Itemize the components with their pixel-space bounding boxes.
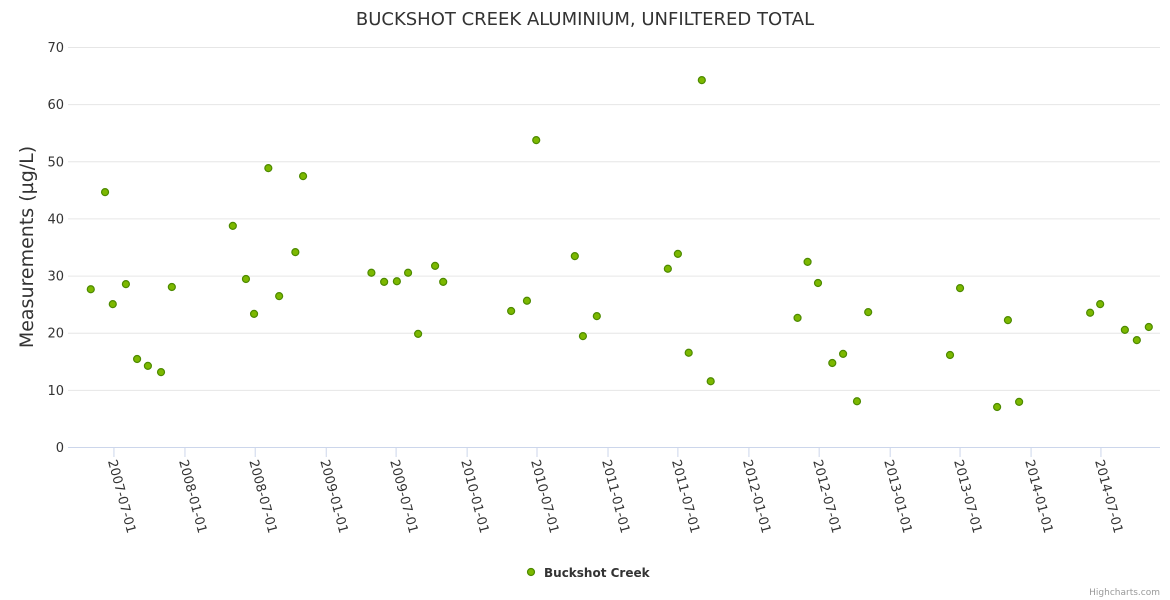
data-point[interactable] bbox=[1086, 308, 1095, 317]
data-point[interactable] bbox=[298, 172, 308, 181]
data-point[interactable] bbox=[156, 368, 166, 377]
data-point[interactable] bbox=[945, 350, 955, 360]
data-point[interactable] bbox=[993, 402, 1002, 412]
data-point[interactable] bbox=[592, 312, 601, 321]
data-point[interactable] bbox=[852, 397, 862, 406]
legend-marker bbox=[526, 567, 536, 577]
data-point[interactable] bbox=[864, 308, 873, 317]
data-point[interactable] bbox=[793, 313, 802, 322]
data-point[interactable] bbox=[1003, 316, 1013, 325]
x-tick-label: 2014-07-01 bbox=[1091, 458, 1125, 535]
data-point[interactable] bbox=[507, 306, 516, 316]
legend-label: Buckshot Creek bbox=[544, 566, 651, 580]
data-point[interactable] bbox=[367, 268, 376, 277]
data-point[interactable] bbox=[1096, 300, 1105, 309]
data-point[interactable] bbox=[275, 292, 284, 301]
y-tick-label: 60 bbox=[47, 98, 64, 113]
data-point[interactable] bbox=[828, 358, 837, 368]
data-point[interactable] bbox=[532, 136, 541, 145]
data-point[interactable] bbox=[86, 285, 95, 294]
y-axis-label: Measurements (µg/L) bbox=[16, 146, 38, 348]
data-point[interactable] bbox=[706, 377, 715, 386]
y-tick-label: 50 bbox=[47, 155, 64, 170]
data-point[interactable] bbox=[578, 332, 588, 341]
data-point[interactable] bbox=[241, 274, 251, 284]
data-point[interactable] bbox=[673, 249, 682, 258]
grid bbox=[68, 47, 1160, 448]
x-tick-label: 2008-01-01 bbox=[175, 458, 209, 535]
data-point[interactable] bbox=[1015, 397, 1024, 406]
x-tick-label: 2008-07-01 bbox=[245, 458, 279, 535]
y-axis: 0 10 20 30 40 50 60 70 bbox=[47, 41, 64, 456]
data-point[interactable] bbox=[121, 280, 131, 289]
data-point[interactable] bbox=[684, 348, 693, 357]
data-point[interactable] bbox=[392, 277, 401, 286]
data-point[interactable] bbox=[143, 361, 153, 370]
x-tick-label: 2010-07-01 bbox=[527, 458, 561, 535]
data-point[interactable] bbox=[430, 261, 440, 270]
legend-item-buckshot-creek[interactable]: Buckshot Creek bbox=[526, 566, 651, 580]
data-point[interactable] bbox=[439, 277, 448, 286]
data-point[interactable] bbox=[1144, 322, 1153, 332]
data-point[interactable] bbox=[570, 252, 579, 261]
y-tick-label: 30 bbox=[47, 270, 64, 285]
data-point[interactable] bbox=[803, 257, 812, 266]
credits-link[interactable]: Highcharts.com bbox=[1089, 588, 1160, 598]
x-tick-label: 2011-01-01 bbox=[598, 458, 632, 535]
data-point[interactable] bbox=[249, 309, 259, 318]
data-point[interactable] bbox=[291, 248, 300, 257]
y-tick-label: 10 bbox=[47, 384, 64, 399]
data-point[interactable] bbox=[813, 278, 823, 288]
x-tick-label: 2007-07-01 bbox=[104, 458, 138, 535]
data-point[interactable] bbox=[100, 188, 110, 197]
x-tick-label: 2013-01-01 bbox=[880, 458, 914, 535]
data-point[interactable] bbox=[108, 300, 117, 309]
data-point[interactable] bbox=[132, 354, 142, 364]
data-point[interactable] bbox=[380, 277, 389, 286]
x-tick-label: 2009-07-01 bbox=[386, 458, 420, 535]
x-tick-label: 2009-01-01 bbox=[316, 458, 350, 535]
data-point[interactable] bbox=[522, 296, 532, 305]
x-tick-label: 2011-07-01 bbox=[668, 458, 702, 535]
data-point[interactable] bbox=[955, 284, 965, 293]
chart-title: BUCKSHOT CREEK ALUMINIUM, UNFILTERED TOT… bbox=[356, 9, 814, 30]
x-tick-label: 2013-07-01 bbox=[950, 458, 984, 535]
x-tick-label: 2014-01-01 bbox=[1021, 458, 1055, 535]
data-point[interactable] bbox=[167, 282, 176, 292]
data-point[interactable] bbox=[264, 164, 273, 173]
data-point[interactable] bbox=[663, 264, 672, 273]
x-tick-label: 2012-07-01 bbox=[809, 458, 843, 535]
y-tick-label: 0 bbox=[56, 441, 64, 456]
y-tick-label: 20 bbox=[47, 327, 64, 342]
data-point[interactable] bbox=[838, 349, 848, 358]
data-point[interactable] bbox=[697, 76, 706, 85]
x-tick-label: 2010-01-01 bbox=[457, 458, 491, 535]
data-point[interactable] bbox=[1132, 336, 1141, 345]
data-points bbox=[86, 76, 1153, 412]
data-point[interactable] bbox=[414, 329, 423, 338]
y-tick-label: 70 bbox=[47, 41, 64, 56]
x-axis: 2007-07-01 2008-01-01 2008-07-01 2009-01-01… bbox=[104, 447, 1125, 535]
y-tick-label: 40 bbox=[47, 212, 64, 227]
data-point[interactable] bbox=[228, 221, 237, 230]
data-point[interactable] bbox=[403, 268, 413, 277]
x-tick-label: 2012-01-01 bbox=[739, 458, 773, 535]
data-point[interactable] bbox=[1120, 325, 1129, 334]
